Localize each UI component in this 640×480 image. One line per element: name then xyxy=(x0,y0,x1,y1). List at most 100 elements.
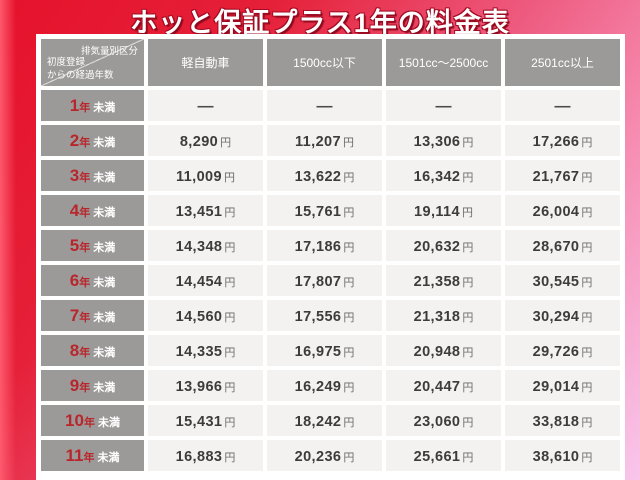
price-unit: 円 xyxy=(581,312,593,324)
price-cell: 28,670 円 xyxy=(505,230,620,261)
price-cell: 26,004 円 xyxy=(505,195,620,226)
displacement-category-label: 排気量別区分 xyxy=(80,46,138,57)
price-unit: 円 xyxy=(343,242,355,254)
price-unit: 円 xyxy=(343,172,355,184)
price-unit: 円 xyxy=(462,417,474,429)
price-unit: 円 xyxy=(224,347,236,359)
price-value: 23,060 xyxy=(413,414,461,430)
price-unit: 円 xyxy=(581,452,593,464)
price-value: 13,451 xyxy=(175,204,223,220)
price-unit: 円 xyxy=(224,242,236,254)
year-number: 2 xyxy=(69,131,80,150)
price-unit: 円 xyxy=(462,172,474,184)
year-number: 7 xyxy=(69,306,80,325)
page-title: ホッと保証プラス1年の料金表 xyxy=(130,8,510,38)
year-unit: 年 xyxy=(83,417,95,429)
year-number: 10 xyxy=(65,411,84,430)
price-unit: 円 xyxy=(581,137,593,149)
price-value: 14,560 xyxy=(175,309,223,325)
column-header-1: 1500cc以下 xyxy=(267,39,382,86)
price-cell: 21,358 円 xyxy=(386,265,501,296)
price-value: 13,622 xyxy=(294,169,342,185)
price-unit: 円 xyxy=(581,242,593,254)
year-label-cell: 8 年未満 xyxy=(41,335,144,366)
empty-price-dash: — xyxy=(435,98,452,115)
elapsed-years-label: 初度登録 からの経過年数 xyxy=(47,57,114,81)
year-unit: 年 xyxy=(79,347,91,359)
price-cell: 16,342 円 xyxy=(386,160,501,191)
price-value: 33,818 xyxy=(532,414,580,430)
price-value: 13,966 xyxy=(175,379,223,395)
price-unit: 円 xyxy=(581,277,593,289)
price-unit: 円 xyxy=(462,277,474,289)
price-value: 16,883 xyxy=(175,449,223,465)
price-value: 17,266 xyxy=(532,134,580,150)
year-label-cell: 4 年未満 xyxy=(41,195,144,226)
price-unit: 円 xyxy=(462,242,474,254)
year-unit: 年 xyxy=(79,172,91,184)
year-qualifier: 未満 xyxy=(93,137,116,149)
price-cell: 13,451 円 xyxy=(148,195,263,226)
price-cell: — xyxy=(386,90,501,121)
year-number: 5 xyxy=(69,236,80,255)
price-value: 14,348 xyxy=(175,239,223,255)
price-cell: — xyxy=(148,90,263,121)
price-value: 28,670 xyxy=(532,239,580,255)
price-cell: 20,236 円 xyxy=(267,440,382,471)
price-cell: 20,632 円 xyxy=(386,230,501,261)
year-qualifier: 未満 xyxy=(93,382,116,394)
price-value: 16,975 xyxy=(294,344,342,360)
price-unit: 円 xyxy=(343,382,355,394)
price-value: 16,249 xyxy=(294,379,342,395)
year-label-cell: 1 年未満 xyxy=(41,90,144,121)
price-unit: 円 xyxy=(224,277,236,289)
price-value: 15,761 xyxy=(294,204,342,220)
price-unit: 円 xyxy=(223,172,235,184)
price-value: 30,294 xyxy=(532,309,580,325)
price-value: 13,306 xyxy=(413,134,461,150)
price-unit: 円 xyxy=(343,312,355,324)
price-value: 20,447 xyxy=(413,379,461,395)
price-cell: 20,948 円 xyxy=(386,335,501,366)
price-value: 17,556 xyxy=(294,309,342,325)
price-value: 38,610 xyxy=(532,449,580,465)
price-cell: 16,249 円 xyxy=(267,370,382,401)
price-unit: 円 xyxy=(224,382,236,394)
price-cell: 13,966 円 xyxy=(148,370,263,401)
price-value: 18,242 xyxy=(294,414,342,430)
price-value: 29,014 xyxy=(532,379,580,395)
year-label-cell: 3 年未満 xyxy=(41,160,144,191)
column-header-label: 軽自動車 xyxy=(181,56,230,70)
price-cell: 11,009 円 xyxy=(148,160,263,191)
year-label-cell: 9 年未満 xyxy=(41,370,144,401)
year-number: 8 xyxy=(69,341,80,360)
year-unit: 年 xyxy=(79,102,91,114)
price-cell: 25,661 円 xyxy=(386,440,501,471)
year-unit: 年 xyxy=(83,452,95,464)
year-qualifier: 未満 xyxy=(93,102,116,114)
price-value: 15,431 xyxy=(175,414,223,430)
year-label-cell: 10 年未満 xyxy=(41,405,144,436)
price-cell: 11,207 円 xyxy=(267,125,382,156)
price-cell: 16,975 円 xyxy=(267,335,382,366)
price-value: 20,948 xyxy=(413,344,461,360)
price-value: 26,004 xyxy=(532,204,580,220)
year-unit: 年 xyxy=(79,277,91,289)
price-cell: — xyxy=(505,90,620,121)
price-table-grid: 排気量別区分 初度登録 からの経過年数 軽自動車 1500cc以下 1501cc〜25… xyxy=(41,39,620,471)
price-cell: 13,622 円 xyxy=(267,160,382,191)
price-cell: 30,545 円 xyxy=(505,265,620,296)
column-header-label: 2501cc以上 xyxy=(531,56,594,70)
price-unit: 円 xyxy=(461,207,473,219)
column-header-2: 1501cc〜2500cc xyxy=(386,39,501,86)
price-value: 14,335 xyxy=(175,344,223,360)
year-number: 6 xyxy=(69,271,80,290)
price-unit: 円 xyxy=(462,452,474,464)
price-unit: 円 xyxy=(581,172,593,184)
price-cell: 21,318 円 xyxy=(386,300,501,331)
year-number: 4 xyxy=(69,201,80,220)
price-table: 排気量別区分 初度登録 からの経過年数 軽自動車 1500cc以下 1501cc〜25… xyxy=(36,34,625,480)
price-value: 17,186 xyxy=(294,239,342,255)
price-value: 21,358 xyxy=(413,274,461,290)
year-qualifier: 未満 xyxy=(97,417,120,429)
